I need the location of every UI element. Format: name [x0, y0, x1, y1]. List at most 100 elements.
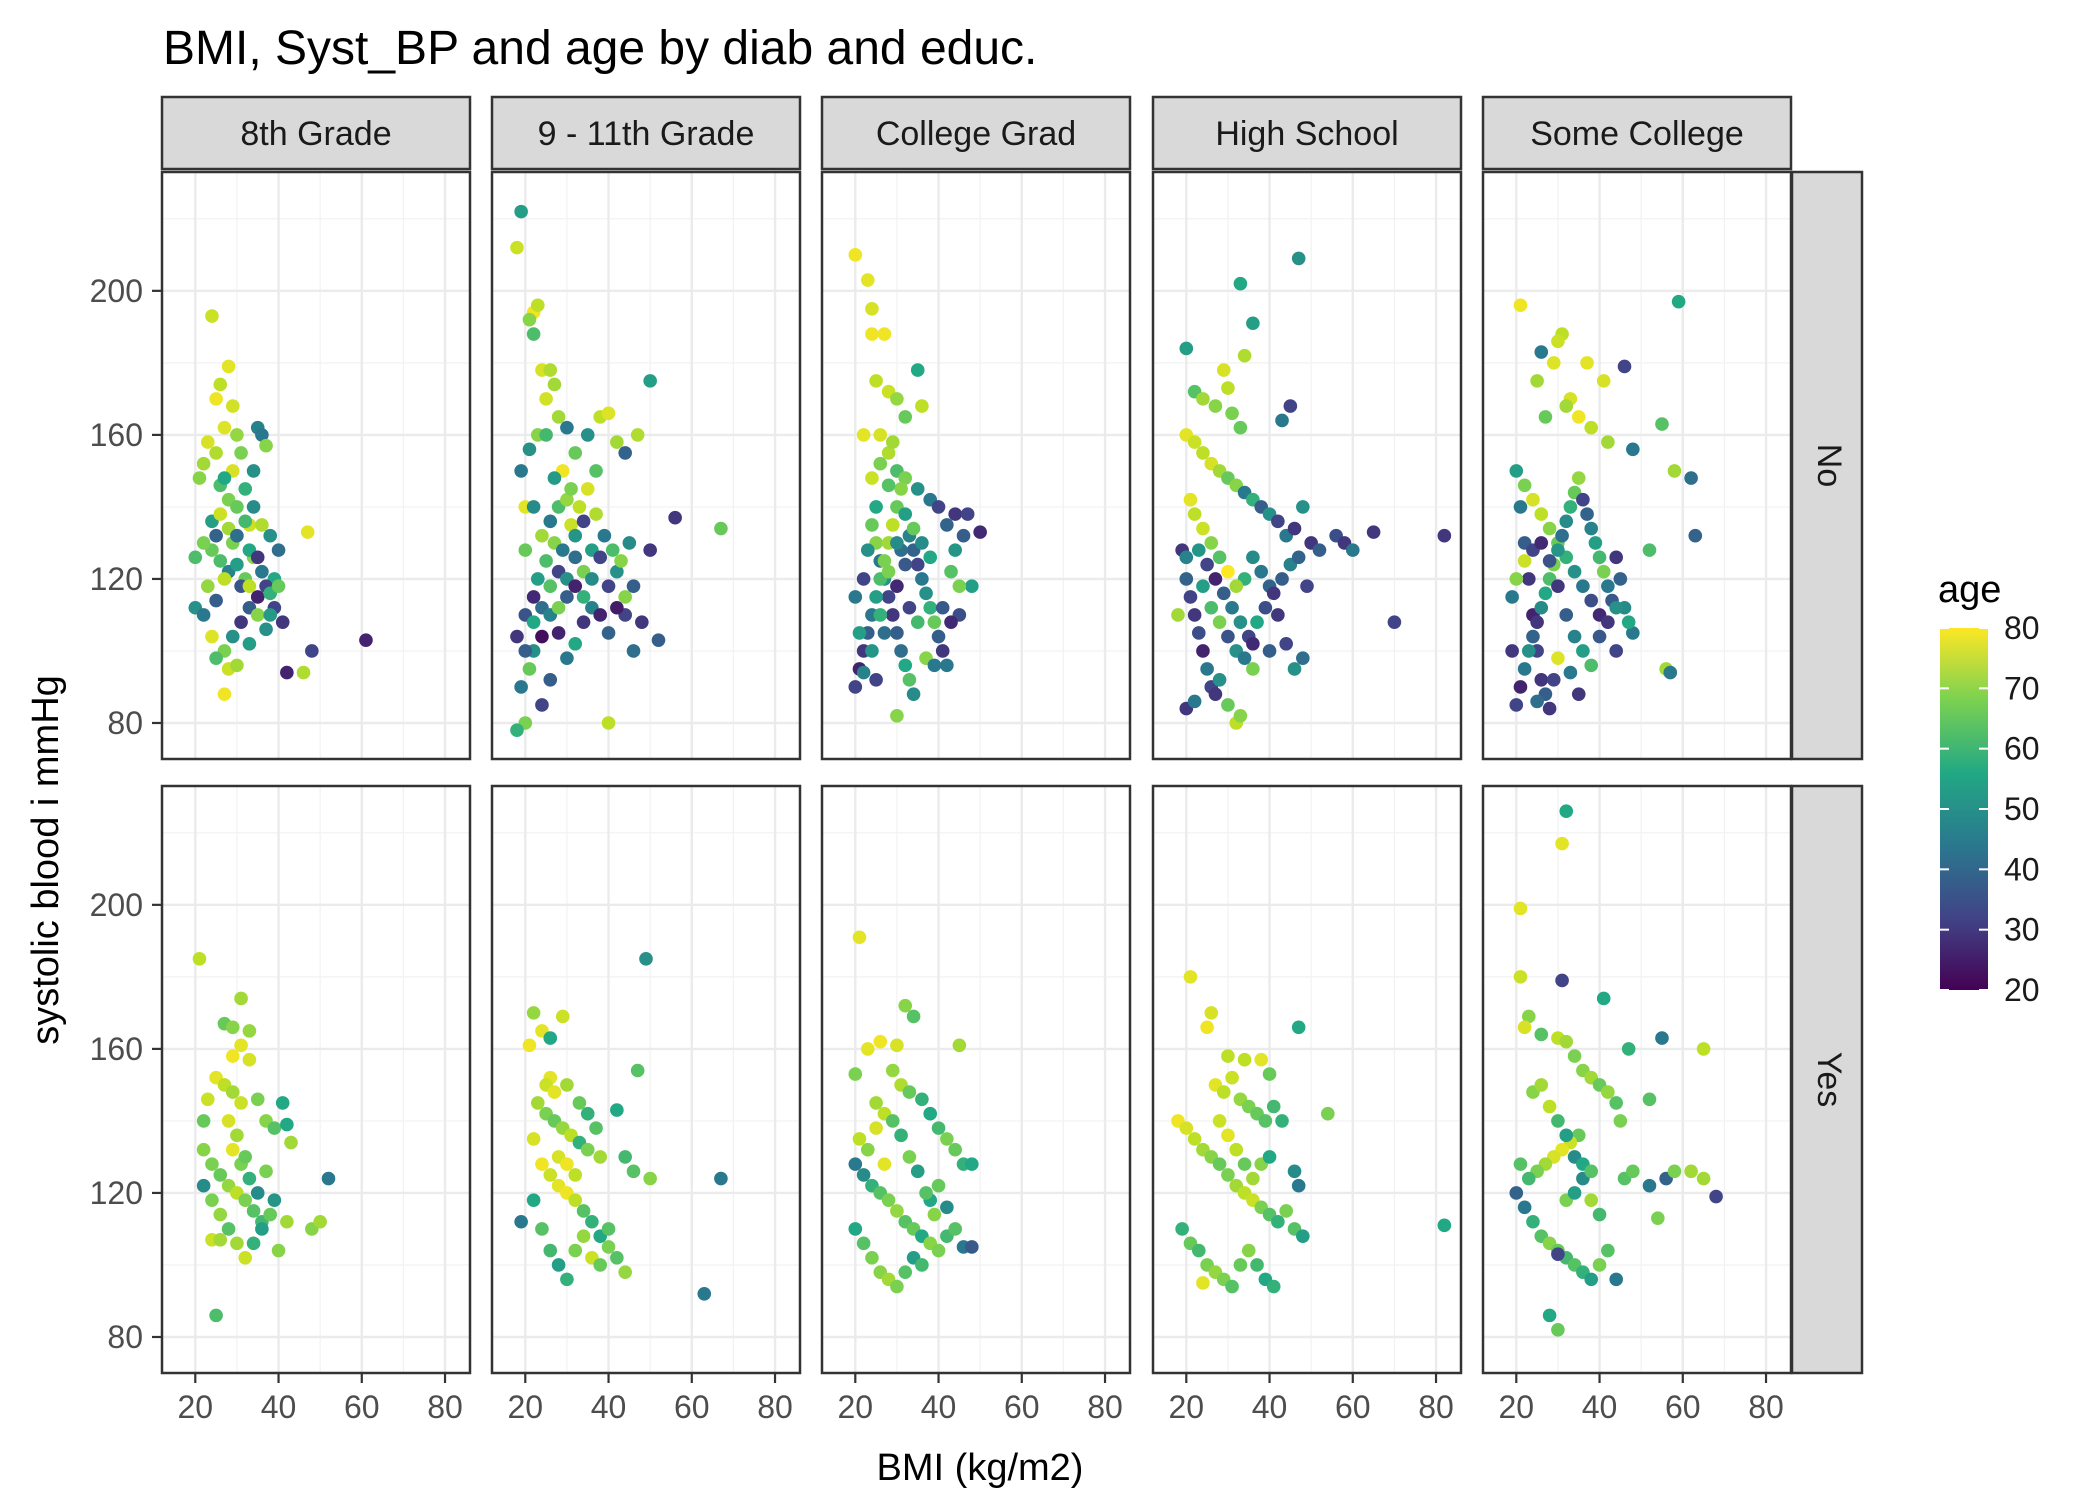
scatter-point: [280, 1214, 294, 1229]
scatter-point: [1559, 804, 1574, 819]
scatter-point: [250, 550, 265, 565]
scatter-point: [1191, 1243, 1206, 1258]
scatter-point: [1684, 471, 1698, 485]
facet-panel: [820, 784, 1132, 1375]
scatter-point: [593, 608, 608, 622]
scatter-point: [1513, 298, 1528, 313]
x-tick-label: 40: [1252, 1389, 1288, 1425]
scatter-point: [1551, 651, 1565, 665]
scatter-point: [1655, 1031, 1669, 1045]
scatter-point: [894, 644, 908, 658]
scatter-point: [948, 1142, 962, 1157]
scatter-point: [230, 500, 244, 514]
scatter-point: [856, 572, 871, 586]
scatter-point: [1555, 973, 1569, 988]
scatter-point: [1212, 615, 1227, 629]
facet-strip-label: College Grad: [876, 115, 1076, 153]
scatter-point: [1246, 662, 1260, 676]
scatter-point: [1567, 629, 1582, 644]
scatter-point: [1538, 410, 1553, 424]
scatter-point: [1592, 629, 1607, 644]
scatter-point: [188, 550, 203, 565]
scatter-point: [1221, 629, 1235, 644]
scatter-point: [1588, 536, 1603, 550]
scatter-point: [1609, 1272, 1623, 1287]
scatter-point: [230, 658, 244, 673]
scatter-point: [1321, 1106, 1335, 1121]
scatter-point: [1437, 1218, 1452, 1233]
scatter-point: [238, 482, 253, 496]
scatter-point: [271, 579, 286, 593]
scatter-point: [1567, 1049, 1582, 1063]
scatter-point: [1696, 1171, 1711, 1186]
scatter-point: [898, 658, 913, 673]
facet-panel: [490, 170, 802, 761]
scatter-point: [1196, 579, 1210, 593]
scatter-point: [1250, 615, 1264, 629]
scatter-point: [1534, 1078, 1549, 1092]
scatter-point: [848, 1067, 863, 1081]
panel-border: [490, 784, 802, 1375]
scatter-point: [697, 1286, 712, 1301]
scatter-point: [898, 1265, 913, 1279]
facet-panel: [160, 784, 472, 1375]
scatter-point: [865, 644, 879, 658]
scatter-point: [230, 528, 244, 543]
scatter-point: [1551, 1247, 1565, 1261]
scatter-point: [1601, 1243, 1615, 1258]
scatter-point: [221, 1114, 236, 1128]
scatter-point: [1262, 1067, 1277, 1081]
scatter-point: [1534, 536, 1549, 550]
panel-border: [820, 784, 1132, 1375]
scatter-point: [1204, 1006, 1219, 1020]
scatter-point: [1175, 1222, 1189, 1236]
scatter-point: [1233, 708, 1248, 723]
panel-border: [1151, 784, 1463, 1375]
scatter-point: [1179, 341, 1194, 356]
scatter-point: [535, 1222, 549, 1236]
scatter-point: [1601, 615, 1615, 629]
scatter-point: [1505, 644, 1519, 658]
scatter-point: [522, 662, 537, 676]
scatter-point: [944, 615, 958, 629]
scatter-point: [1542, 701, 1557, 716]
scatter-point: [1513, 680, 1528, 694]
x-tick-label: 60: [1335, 1389, 1371, 1425]
scatter-point: [1208, 687, 1223, 701]
scatter-point: [568, 579, 583, 593]
scatter-point: [965, 1157, 979, 1171]
scatter-point: [238, 1193, 253, 1207]
scatter-point: [200, 435, 215, 449]
scatter-point: [898, 471, 913, 485]
scatter-point: [610, 600, 624, 615]
scatter-point: [873, 428, 888, 442]
scatter-point: [543, 672, 558, 687]
scatter-point: [205, 629, 219, 644]
scatter-point: [225, 1142, 240, 1157]
scatter-point: [935, 644, 950, 658]
scatter-point: [238, 514, 253, 529]
x-tick-label: 20: [508, 1389, 544, 1425]
scatter-point: [1196, 644, 1210, 658]
scatter-point: [267, 1121, 282, 1135]
facet-strip-row: [1790, 784, 1864, 1375]
scatter-point: [192, 471, 207, 485]
x-tick-label: 20: [838, 1389, 874, 1425]
scatter-point: [1538, 586, 1553, 601]
scatter-point: [1296, 500, 1310, 514]
scatter-point: [1601, 1085, 1615, 1099]
scatter-point: [927, 1207, 942, 1222]
scatter-point: [560, 590, 574, 604]
y-tick-label: 200: [90, 273, 143, 309]
scatter-point: [196, 536, 211, 550]
scatter-point: [539, 554, 553, 568]
scatter-point: [923, 550, 938, 565]
scatter-point: [869, 672, 883, 687]
scatter-point: [965, 579, 979, 593]
scatter-point: [856, 1236, 871, 1251]
scatter-point: [213, 507, 228, 521]
scatter-point: [518, 543, 533, 557]
scatter-point: [514, 204, 528, 219]
scatter-point: [568, 636, 583, 651]
scatter-point: [1513, 901, 1528, 916]
